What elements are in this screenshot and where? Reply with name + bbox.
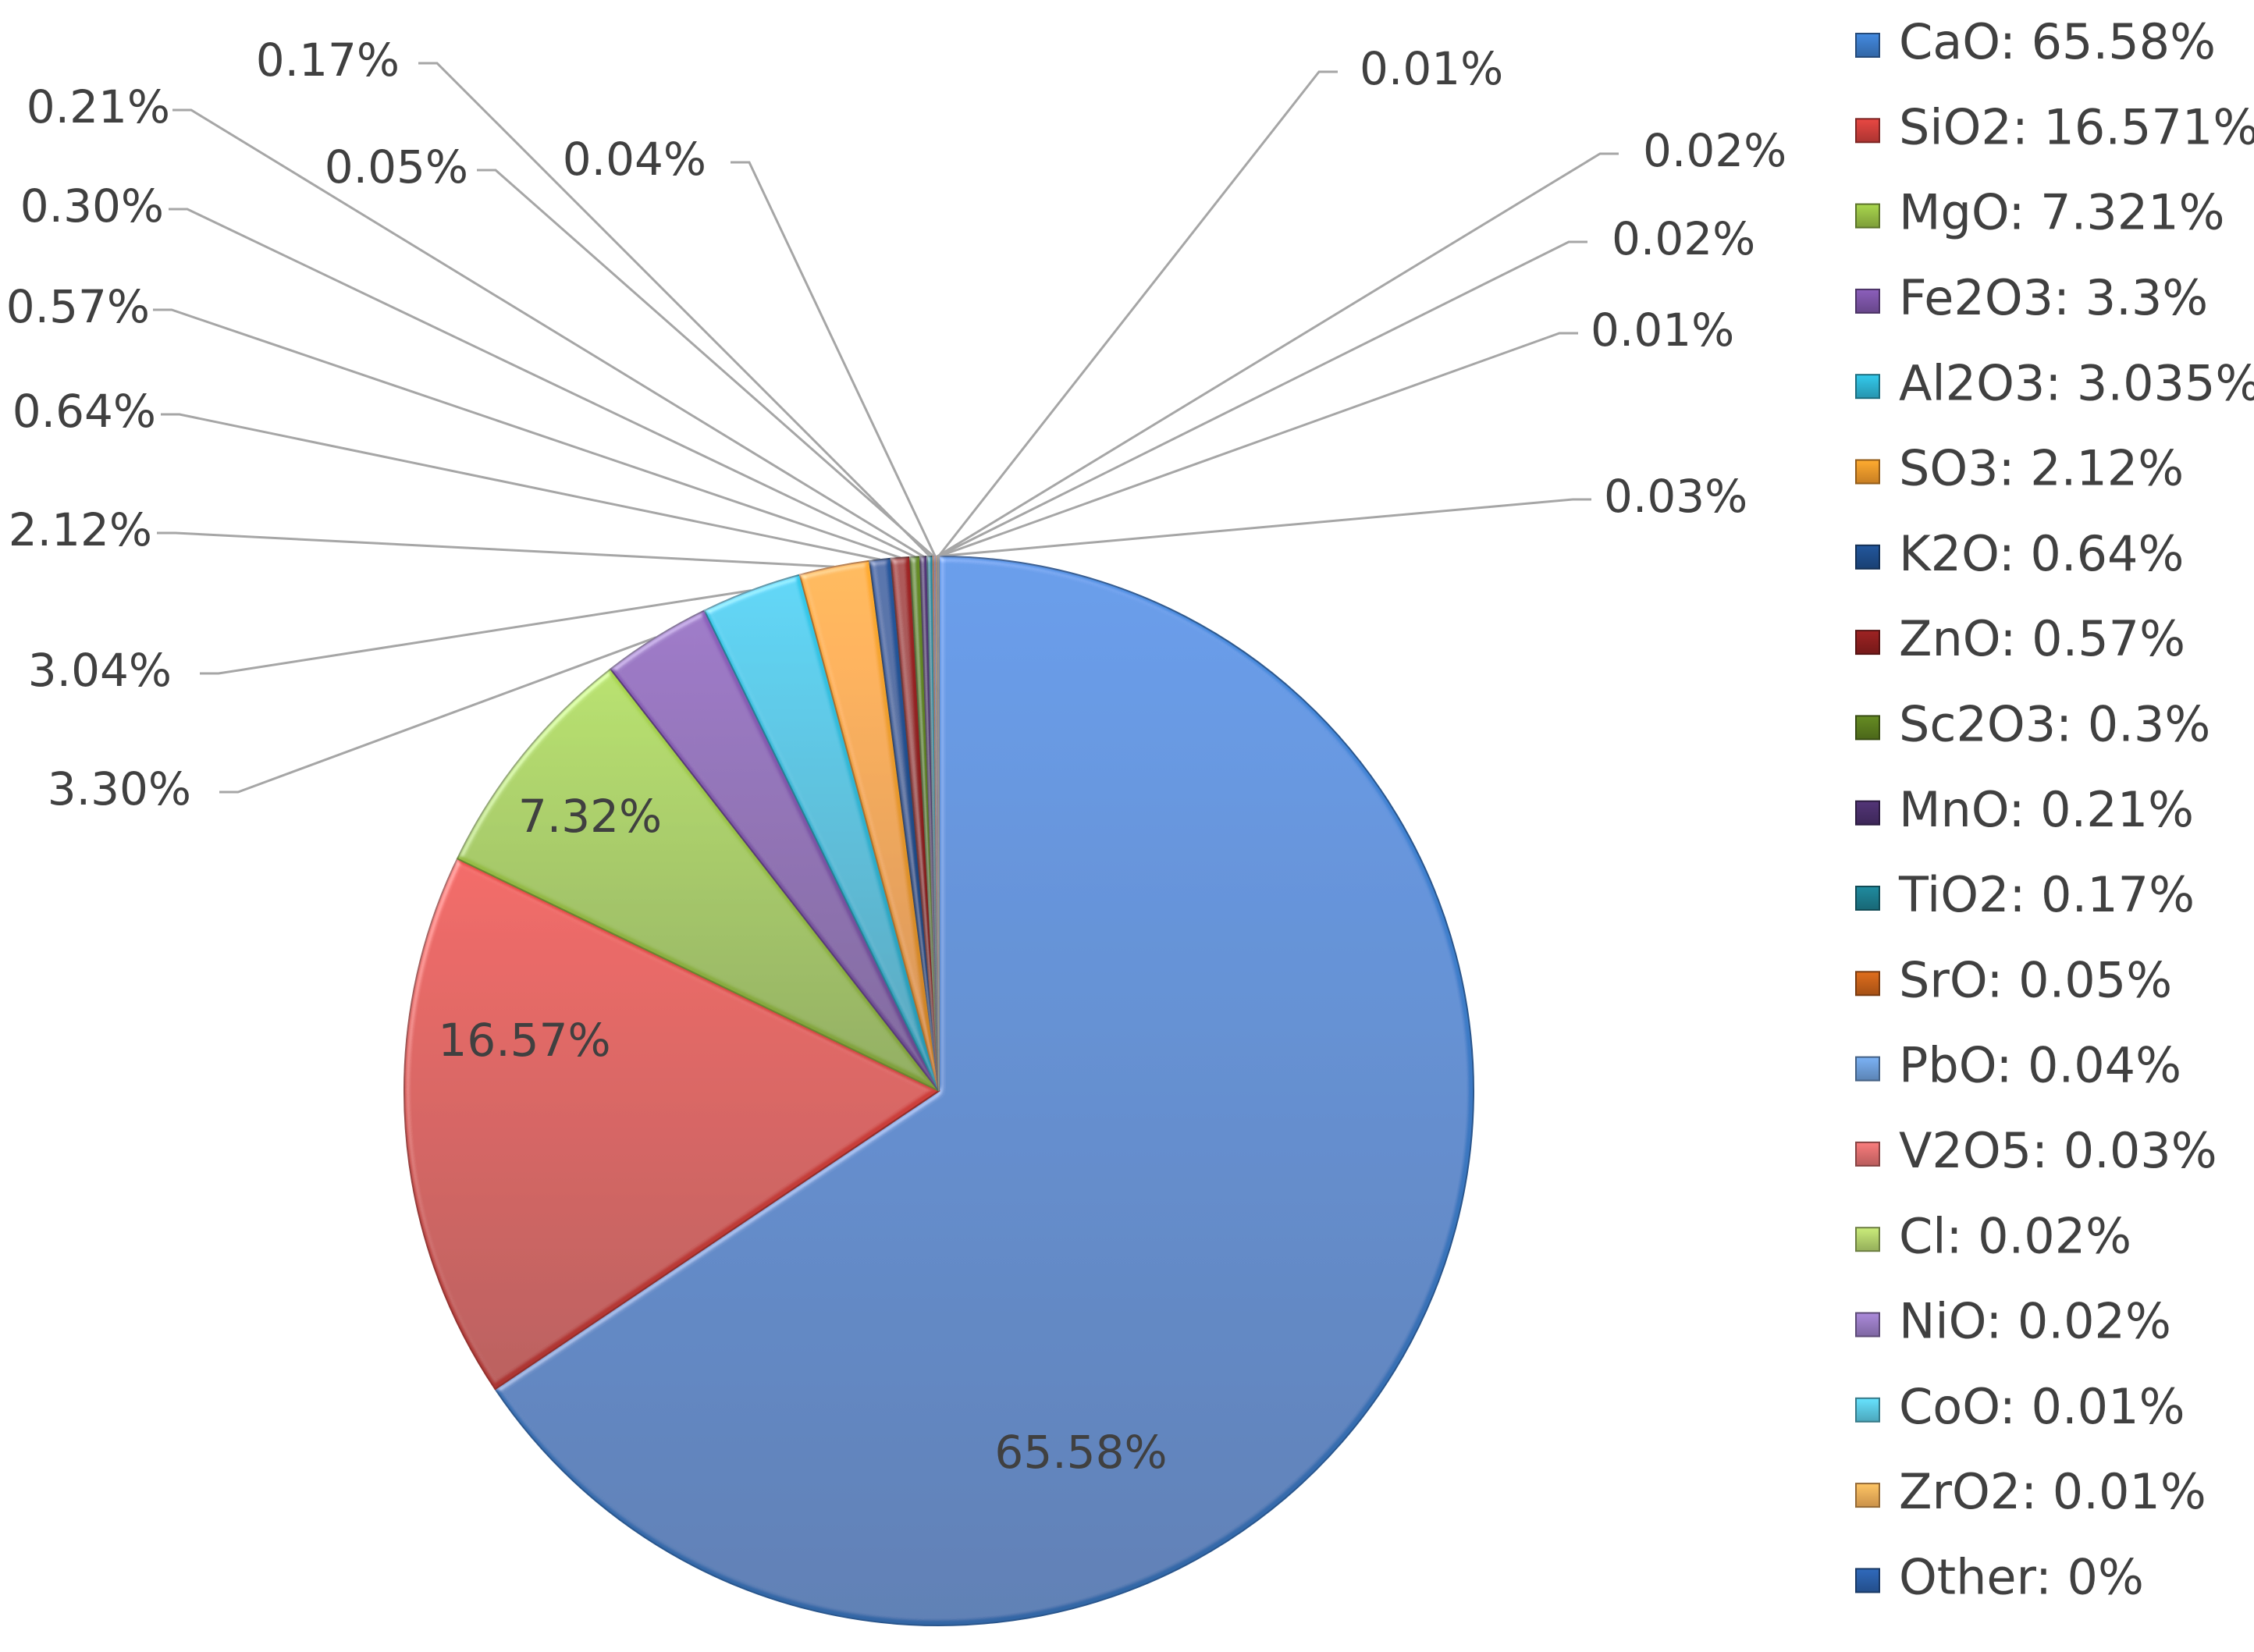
data-label-pbo: 0.04% — [563, 133, 706, 186]
legend-label-tio2: TiO2: 0.17% — [1898, 866, 2195, 923]
legend-item-pbo: PbO: 0.04% — [1855, 1037, 2181, 1094]
legend-item-v2o5: V2O5: 0.03% — [1855, 1122, 2217, 1179]
legend-swatch-so3 — [1855, 459, 1880, 485]
pie-slice-sio2 — [404, 858, 941, 1391]
data-label-zro2: 0.01% — [1591, 304, 1734, 357]
leader-line-so3 — [157, 531, 835, 568]
legend-label-k2o: K2O: 0.64% — [1899, 525, 2184, 582]
legend-label-fe2o3: Fe2O3: 3.3% — [1899, 269, 2208, 326]
legend-label-nio: NiO: 0.02% — [1899, 1293, 2171, 1350]
data-label-al2o3: 3.04% — [28, 644, 172, 697]
legend-label-sc2o3: Sc2O3: 0.3% — [1899, 695, 2210, 752]
legend-item-cl: Cl: 0.02% — [1855, 1207, 2131, 1264]
legend-label-so3: SO3: 2.12% — [1899, 440, 2184, 497]
leader-line-zro2 — [938, 332, 1578, 558]
legend-label-mgo: MgO: 7.321% — [1899, 184, 2225, 241]
legend-label-mno: MnO: 0.21% — [1899, 781, 2194, 838]
leader-line-nio — [937, 240, 1587, 558]
legend-swatch-other — [1855, 1568, 1880, 1593]
legend-item-nio: NiO: 0.02% — [1855, 1293, 2171, 1350]
legend-swatch-sro — [1855, 971, 1880, 997]
legend: CaO: 65.58% SiO2: 16.571% MgO: 7.321% Fe2O3… — [1855, 13, 2254, 1605]
data-label-sc2o3: 0.30% — [20, 179, 164, 233]
leader-line-sro — [477, 169, 935, 558]
data-label-tio2: 0.17% — [256, 34, 400, 87]
leader-line-zno — [153, 308, 901, 560]
data-labels: 65.58% 16.57% 7.32% 3.30% 3.04% 2.12% 0.64% 0.5… — [6, 34, 1787, 1479]
legend-item-mgo: MgO: 7.321% — [1855, 184, 2225, 241]
legend-item-sc2o3: Sc2O3: 0.3% — [1855, 695, 2210, 752]
leader-line-cl — [937, 152, 1619, 558]
legend-swatch-v2o5 — [1855, 1141, 1880, 1167]
legend-swatch-zno — [1855, 630, 1880, 655]
legend-label-zno: ZnO: 0.57% — [1899, 610, 2185, 667]
legend-item-cao: CaO: 65.58% — [1855, 13, 2216, 70]
pie-slice-cao — [494, 555, 1474, 1626]
data-label-k2o: 0.64% — [12, 385, 156, 438]
legend-item-mno: MnO: 0.21% — [1855, 781, 2194, 838]
legend-swatch-pbo — [1855, 1056, 1880, 1082]
legend-swatch-al2o3 — [1855, 374, 1880, 400]
legend-item-fe2o3: Fe2O3: 3.3% — [1855, 269, 2208, 326]
data-label-zno: 0.57% — [6, 280, 150, 333]
data-label-sro: 0.05% — [325, 140, 468, 194]
data-label-cao: 65.58% — [994, 1426, 1167, 1479]
legend-item-al2o3: Al2O3: 3.035% — [1855, 354, 2254, 411]
legend-swatch-cao — [1855, 33, 1880, 58]
data-label-fe2o3: 3.30% — [48, 762, 191, 815]
legend-swatch-tio2 — [1855, 886, 1880, 911]
legend-label-cao: CaO: 65.58% — [1899, 13, 2216, 70]
legend-swatch-sio2 — [1855, 118, 1880, 144]
legend-label-zro2: ZrO2: 0.01% — [1899, 1463, 2206, 1520]
data-label-mgo: 7.32% — [518, 790, 662, 843]
data-label-sio2: 16.57% — [438, 1014, 610, 1067]
legend-label-sio2: SiO2: 16.571% — [1899, 98, 2254, 155]
legend-swatch-mgo — [1855, 203, 1880, 229]
legend-item-zno: ZnO: 0.57% — [1855, 610, 2185, 667]
legend-label-al2o3: Al2O3: 3.035% — [1899, 354, 2254, 411]
leader-line-coo — [937, 70, 1338, 557]
legend-swatch-sc2o3 — [1855, 715, 1880, 741]
legend-swatch-zro2 — [1855, 1483, 1880, 1508]
data-label-v2o5: 0.03% — [1604, 470, 1747, 523]
leader-lines — [153, 62, 1619, 794]
pie-slices — [404, 555, 1474, 1626]
legend-item-sio2: SiO2: 16.571% — [1855, 98, 2254, 155]
legend-swatch-nio — [1855, 1312, 1880, 1338]
legend-swatch-mno — [1855, 800, 1880, 826]
leader-line-k2o — [161, 413, 881, 561]
leader-line-mno — [172, 108, 925, 558]
legend-item-zro2: ZrO2: 0.01% — [1855, 1463, 2206, 1520]
pie-slice-mgo — [456, 668, 940, 1092]
legend-label-sro: SrO: 0.05% — [1899, 951, 2172, 1008]
data-label-cl: 0.02% — [1643, 124, 1786, 177]
legend-swatch-fe2o3 — [1855, 288, 1880, 314]
leader-line-pbo — [731, 161, 937, 557]
legend-label-coo: CoO: 0.01% — [1899, 1378, 2185, 1435]
legend-item-k2o: K2O: 0.64% — [1855, 525, 2184, 582]
data-label-so3: 2.12% — [9, 503, 152, 556]
legend-label-pbo: PbO: 0.04% — [1899, 1037, 2181, 1094]
leader-line-tio2 — [418, 62, 931, 558]
legend-label-cl: Cl: 0.02% — [1899, 1207, 2131, 1264]
leader-line-sc2o3 — [169, 208, 916, 559]
legend-swatch-cl — [1855, 1227, 1880, 1252]
data-label-coo: 0.01% — [1360, 42, 1503, 95]
legend-swatch-coo — [1855, 1397, 1880, 1423]
legend-label-other: Other: 0% — [1899, 1548, 2144, 1605]
legend-item-other: Other: 0% — [1855, 1548, 2144, 1605]
legend-item-sro: SrO: 0.05% — [1855, 951, 2172, 1008]
data-label-mno: 0.21% — [27, 80, 170, 133]
leader-line-v2o5 — [936, 498, 1591, 558]
legend-label-v2o5: V2O5: 0.03% — [1899, 1122, 2217, 1179]
leader-line-al2o3 — [200, 589, 752, 675]
legend-item-so3: SO3: 2.12% — [1855, 440, 2184, 497]
legend-swatch-k2o — [1855, 544, 1880, 570]
data-label-nio: 0.02% — [1612, 212, 1755, 265]
legend-item-coo: CoO: 0.01% — [1855, 1378, 2185, 1435]
legend-item-tio2: TiO2: 0.17% — [1855, 866, 2195, 923]
leader-line-fe2o3 — [219, 636, 657, 794]
